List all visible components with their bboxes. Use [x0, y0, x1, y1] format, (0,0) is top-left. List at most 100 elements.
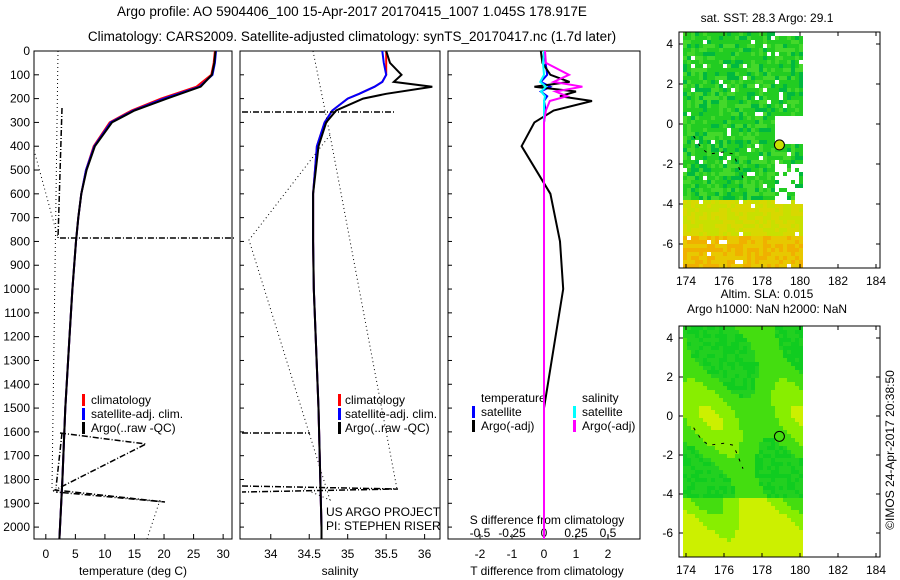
map-cell [771, 200, 775, 204]
map-cell [715, 354, 719, 358]
map-cell [771, 40, 775, 44]
map-cell [763, 92, 767, 96]
map-cell [787, 530, 791, 534]
map-cell [727, 224, 731, 228]
map-cell [711, 68, 715, 72]
map-cell [771, 346, 775, 350]
map-cell [755, 510, 759, 514]
map-cell [755, 390, 759, 394]
map-cell [687, 386, 691, 390]
map-cell [719, 466, 723, 470]
map-cell [751, 350, 755, 354]
map-cell [727, 196, 731, 200]
map-cell [699, 192, 703, 196]
map-cell [743, 374, 747, 378]
map-cell [743, 354, 747, 358]
map-cell [747, 350, 751, 354]
map-cell [763, 236, 767, 240]
map-cell [743, 192, 747, 196]
map-cell [783, 406, 787, 410]
map-cell [759, 204, 763, 208]
map-cell [695, 346, 699, 350]
map-cell [795, 402, 799, 406]
map-cell [799, 522, 803, 526]
map-cell [719, 554, 723, 557]
map-cell [791, 526, 795, 530]
map-cell [703, 346, 707, 350]
map-cell [799, 260, 803, 264]
map-cell [751, 382, 755, 386]
map-cell [787, 430, 791, 434]
map-cell [759, 498, 763, 502]
map-cell [779, 486, 783, 490]
map-cell [795, 422, 799, 426]
map-cell [771, 128, 775, 132]
map-cell [707, 200, 711, 204]
map-cell [783, 474, 787, 478]
map-cell [723, 406, 727, 410]
map-cell [723, 474, 727, 478]
map-cell [695, 92, 699, 96]
map-cell [771, 84, 775, 88]
map-cell [727, 152, 731, 156]
map-cell [755, 478, 759, 482]
map-cell [767, 538, 771, 542]
map-cell [743, 152, 747, 156]
map-cell [759, 168, 763, 172]
map-cell [687, 510, 691, 514]
y-tick-label: -6 [662, 526, 673, 540]
map-cell [683, 458, 687, 462]
map-cell [767, 152, 771, 156]
map-cell [767, 418, 771, 422]
map-cell [779, 366, 783, 370]
map-cell [795, 68, 799, 72]
map-cell [759, 494, 763, 498]
map-cell [711, 334, 715, 338]
map-cell [747, 422, 751, 426]
map-cell [779, 506, 783, 510]
map-cell [707, 458, 711, 462]
map-cell [727, 160, 731, 164]
map-cell [691, 530, 695, 534]
map-cell [727, 252, 731, 256]
map-cell [687, 478, 691, 482]
map-cell [783, 208, 787, 212]
map-cell [739, 478, 743, 482]
map-cell [683, 514, 687, 518]
map-cell [683, 184, 687, 188]
map-cell [775, 224, 779, 228]
map-cell [695, 168, 699, 172]
map-cell [783, 338, 787, 342]
map-cell [711, 120, 715, 124]
map-cell [695, 350, 699, 354]
map-cell [799, 36, 803, 40]
map-cell [691, 474, 695, 478]
map-cell [799, 510, 803, 514]
map-cell [799, 350, 803, 354]
map-cell [767, 156, 771, 160]
map-cell [699, 164, 703, 168]
map-cell [707, 538, 711, 542]
map-cell [787, 526, 791, 530]
map-cell [795, 382, 799, 386]
map-cell [759, 434, 763, 438]
map-cell [755, 180, 759, 184]
map-cell [751, 454, 755, 458]
map-cell [771, 116, 775, 120]
map-cell [799, 338, 803, 342]
map-cell [779, 502, 783, 506]
map-cell [743, 390, 747, 394]
map-cell [691, 108, 695, 112]
map-cell [739, 530, 743, 534]
map-cell [755, 470, 759, 474]
map-cell [691, 390, 695, 394]
map-cell [755, 252, 759, 256]
map-cell [715, 426, 719, 430]
map-cell [747, 248, 751, 252]
map-cell [731, 546, 735, 550]
map-cell [695, 200, 699, 204]
x-tick-label: -2 [475, 547, 486, 561]
map-cell [691, 554, 695, 557]
map-cell [703, 534, 707, 538]
map-cell [771, 334, 775, 338]
